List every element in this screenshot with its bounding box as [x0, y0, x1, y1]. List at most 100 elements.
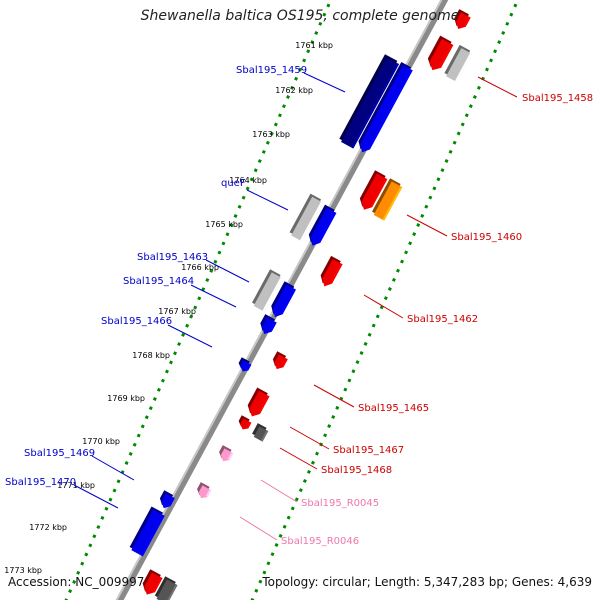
- gene-sbal195-1469-highlight: [141, 514, 165, 557]
- leader-right-3: [363, 294, 404, 319]
- leader-left-4: [190, 284, 237, 308]
- tick-label-2: 1762 kbp: [275, 86, 313, 95]
- gene-sbal195-1459-dark-body: [341, 57, 399, 149]
- leader-left-2: [246, 189, 289, 211]
- gene-pseudo-2-body: [446, 48, 472, 82]
- gene-bottom-grey-body: [156, 579, 178, 600]
- leader-right-5: [289, 426, 330, 450]
- rna-sbal195-r0045-highlight: [227, 452, 234, 460]
- gene-sbal195-1458-highlight: [439, 44, 454, 68]
- kbp-tick-labels: 1761 kbp 1762 kbp 1763 kbp 1764 kbp 1765 kbp…: [4, 41, 333, 575]
- gene-sbal195-1470-highlight: [168, 497, 175, 507]
- rna-sbal195-r0046: [197, 482, 212, 499]
- genome-summary-text: Topology: circular; Length: 5,347,283 bp…: [262, 575, 592, 589]
- rna-label-1: Sbal195_R0045: [301, 498, 379, 509]
- gene-sbal195-1463: [251, 269, 283, 312]
- tick-label-4: 1764 kbp: [229, 176, 267, 185]
- tick-label-1: 1761 kbp: [295, 41, 333, 50]
- gene-sbal195-1469-body: [131, 509, 165, 557]
- gene-label-right-1: Sbal195_1458: [522, 93, 593, 104]
- gene-label-left-3: Sbal195_1463: [137, 252, 208, 263]
- gene-label-right-3: Sbal195_1462: [407, 314, 478, 325]
- gene-label-left-2: queF: [221, 178, 246, 189]
- gene-top-red: [454, 9, 471, 30]
- gene-sbal195-1458-body: [429, 38, 454, 71]
- gene-sbal195-1466-highlight: [269, 321, 277, 332]
- tick-label-6: 1766 kbp: [181, 263, 219, 272]
- gene-sbal195-1469: [129, 506, 165, 557]
- leader-right-4: [313, 384, 355, 408]
- gene-top-red-body: [456, 12, 471, 30]
- gene-label-left-6: Sbal195_1469: [24, 448, 95, 459]
- gene-sbal195-1459-body: [360, 65, 413, 153]
- gene-pseudo-2-highlight: [454, 52, 472, 82]
- tick-label-9: 1769 kbp: [107, 394, 145, 403]
- gene-label-right-5: Sbal195_1467: [333, 445, 404, 456]
- gene-label-left-4: Sbal195_1464: [123, 276, 194, 287]
- gene-red-1460a: [359, 170, 388, 210]
- gene-sbal195-1466: [260, 314, 277, 335]
- gene-quef-highlight: [318, 212, 337, 243]
- gene-sbal195-1468-body: [253, 426, 269, 442]
- gene-sbal195-1465-body: [274, 354, 288, 370]
- leader-left-6: [91, 455, 135, 481]
- gene-sbal195-1465-highlight: [281, 358, 288, 368]
- gene-label-right-6: Sbal195_1468: [321, 465, 392, 476]
- gene-red-1467a-highlight: [258, 395, 270, 415]
- gene-sbal195-1467: [238, 415, 252, 430]
- tick-label-13: 1773 kbp: [4, 566, 42, 575]
- outer-tick-ring: [250, 0, 520, 600]
- gene-sbal195-1459-dark-highlight: [351, 63, 399, 149]
- gene-sbal195-1463-highlight: [262, 277, 283, 312]
- rna-sbal195-r0046-highlight: [205, 489, 212, 497]
- gene-sbal195-1468: [252, 423, 269, 442]
- tick-label-8: 1768 kbp: [132, 351, 170, 360]
- gene-sbal195-1470-body: [161, 493, 175, 509]
- gene-features: [129, 9, 472, 600]
- gene-label-left-7: Sbal195_1470: [5, 477, 76, 488]
- gene-label-lines: [73, 72, 518, 541]
- gene-sbal195-1459-dark: [339, 54, 399, 149]
- gene-bottom-red: [142, 569, 163, 595]
- gene-sbal195-1458: [427, 35, 454, 71]
- gene-sbal195-1465: [272, 351, 288, 370]
- gene-sbal195-1460-highlight: [382, 186, 403, 221]
- gene-small-plus: [238, 357, 252, 372]
- gene-red-1467a: [247, 387, 270, 417]
- gene-sbal195-1462-highlight: [330, 263, 343, 284]
- inner-tick-ring: [64, 0, 333, 600]
- gene-red-1460a-highlight: [370, 178, 388, 208]
- gene-red-1460a-body: [361, 173, 388, 210]
- leader-left-7: [73, 484, 119, 509]
- tick-rings: [64, 0, 520, 600]
- gene-sbal195-1462-body: [322, 259, 343, 287]
- gene-label-right-2: Sbal195_1460: [451, 232, 522, 243]
- gene-sbal195-1459-highlight: [368, 69, 413, 150]
- leader-left-1: [303, 72, 346, 93]
- gene-sbal195-1460: [371, 178, 403, 221]
- gene-bottom-grey-highlight: [165, 584, 178, 600]
- map-title: Shewanella baltica OS195, complete genom…: [140, 8, 460, 24]
- tick-label-3: 1763 kbp: [252, 130, 290, 139]
- gene-quef: [308, 204, 337, 246]
- gene-sbal195-1464-highlight: [280, 288, 296, 315]
- gene-labels: Sbal195_1459 queF Sbal195_1463 Sbal195_1464…: [5, 65, 593, 547]
- tick-label-11: 1771 kbp: [57, 481, 95, 490]
- gene-red-1467a-body: [249, 390, 270, 417]
- gene-small-plus-highlight: [246, 363, 252, 371]
- gene-label-right-4: Sbal195_1465: [358, 403, 429, 414]
- gene-pseudo-1-highlight: [300, 201, 323, 242]
- gene-bottom-red-body: [144, 572, 163, 595]
- tick-label-10: 1770 kbp: [82, 437, 120, 446]
- gene-sbal195-1464-body: [272, 284, 296, 317]
- accession-text: Accession: NC_009997: [8, 575, 145, 589]
- gene-pseudo-2: [444, 44, 472, 82]
- gene-quef-body: [310, 207, 337, 246]
- gene-pseudo-1: [289, 193, 323, 242]
- gene-label-left-5: Sbal195_1466: [101, 316, 172, 327]
- gene-top-red-highlight: [463, 16, 471, 27]
- gene-sbal195-1460-body: [373, 181, 403, 221]
- tick-label-12: 1772 kbp: [29, 523, 67, 532]
- gene-bottom-grey: [154, 576, 178, 600]
